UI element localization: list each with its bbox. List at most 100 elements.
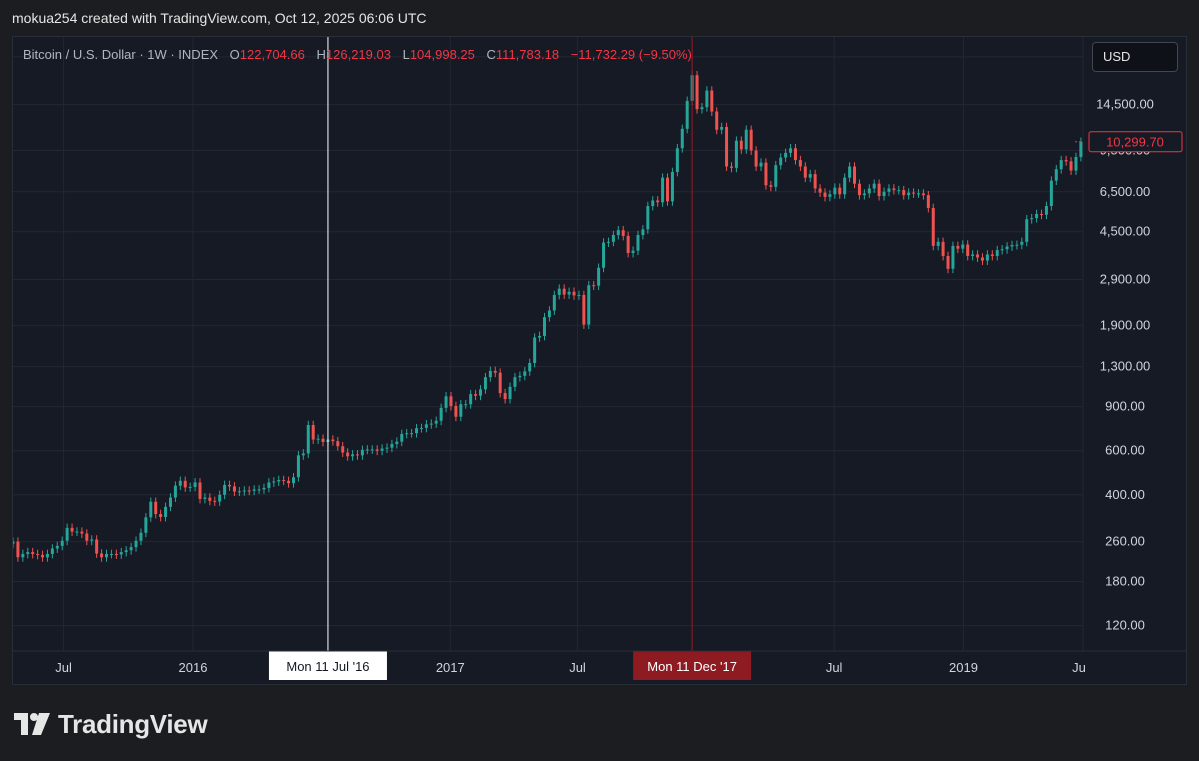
candle-body bbox=[267, 482, 271, 488]
legend-close-value: 111,783.18 bbox=[495, 47, 560, 62]
candle-body bbox=[1054, 169, 1058, 181]
candle-body bbox=[685, 100, 689, 129]
legend-high-value: 126,219.03 bbox=[325, 47, 391, 62]
candle-body bbox=[164, 506, 168, 517]
x-tick-label: 2017 bbox=[436, 660, 465, 675]
candle-body bbox=[183, 480, 187, 488]
candle-body bbox=[454, 406, 458, 417]
tradingview-logo-text: TradingView bbox=[58, 708, 208, 739]
candle-body bbox=[459, 404, 463, 417]
y-tick-label: 600.00 bbox=[1105, 443, 1145, 458]
candle-body bbox=[488, 370, 492, 378]
candle-body bbox=[774, 165, 778, 187]
candle-body bbox=[793, 148, 797, 161]
candle-body bbox=[611, 235, 615, 242]
candle-body bbox=[744, 129, 748, 150]
candle-body bbox=[395, 441, 399, 445]
currency-button[interactable]: USD bbox=[1092, 42, 1178, 72]
candle-body bbox=[695, 75, 699, 110]
candle-body bbox=[60, 540, 64, 546]
candle-body bbox=[720, 126, 724, 130]
candle-body bbox=[415, 428, 419, 434]
candle-body bbox=[483, 377, 487, 390]
candle-body bbox=[247, 490, 251, 492]
candle-body bbox=[941, 241, 945, 256]
candle-body bbox=[577, 294, 581, 296]
candle-body bbox=[351, 454, 355, 457]
candle-body bbox=[813, 174, 817, 189]
candle-body bbox=[70, 527, 74, 532]
candle-body bbox=[1049, 180, 1053, 207]
candle-body bbox=[592, 285, 596, 287]
candle-body bbox=[877, 183, 881, 197]
candle-body bbox=[139, 532, 143, 541]
candle-body bbox=[725, 126, 729, 167]
candle-body bbox=[1035, 213, 1039, 219]
candle-body bbox=[449, 396, 453, 407]
x-tick-label: 2019 bbox=[949, 660, 978, 675]
candle-body bbox=[173, 485, 177, 498]
candle-body bbox=[242, 490, 246, 492]
candle-body bbox=[144, 517, 148, 533]
candle-body bbox=[567, 291, 571, 295]
candle-body bbox=[498, 372, 502, 394]
candle-body bbox=[474, 394, 478, 396]
candle-body bbox=[749, 129, 753, 151]
candle-body bbox=[469, 394, 473, 405]
legend-open-value: 122,704.66 bbox=[239, 47, 305, 62]
chart-legend: Bitcoin / U.S. Dollar · 1W · INDEX O122,… bbox=[23, 47, 692, 62]
chart-panel[interactable]: 120.00 180.00 260.00 400.00 600.00 900.00 1,30… bbox=[12, 36, 1187, 685]
candle-body bbox=[887, 188, 891, 192]
candle-body bbox=[666, 177, 670, 202]
candle-body bbox=[287, 480, 291, 484]
candle-body bbox=[892, 188, 896, 191]
candle-body bbox=[31, 552, 35, 554]
candle-body bbox=[602, 242, 606, 268]
candle-body bbox=[557, 288, 561, 295]
candle-body bbox=[976, 254, 980, 258]
candle-body bbox=[429, 423, 433, 425]
candle-body bbox=[41, 554, 45, 558]
y-tick-label: 4,500.00 bbox=[1100, 224, 1151, 239]
candle-body bbox=[400, 433, 404, 442]
candle-body bbox=[1010, 245, 1014, 247]
price-chart[interactable]: 120.00 180.00 260.00 400.00 600.00 900.00 1,30… bbox=[13, 37, 1187, 685]
top-bar: mokua254 created with TradingView.com, O… bbox=[0, 0, 1199, 36]
candle-body bbox=[370, 449, 374, 451]
candle-body bbox=[931, 207, 935, 246]
y-tick-label: 400.00 bbox=[1105, 487, 1145, 502]
candle-body bbox=[13, 541, 15, 544]
candle-body bbox=[518, 375, 522, 378]
candle-body bbox=[1044, 206, 1048, 215]
x-tick-label: Jul bbox=[55, 660, 72, 675]
candle-body bbox=[1064, 160, 1068, 162]
y-tick-label: 180.00 bbox=[1105, 574, 1145, 589]
candle-body bbox=[296, 455, 300, 478]
candle-body bbox=[621, 230, 625, 236]
candle-body bbox=[966, 244, 970, 256]
candle-body bbox=[55, 545, 59, 549]
candle-body bbox=[237, 491, 241, 493]
tradingview-logo[interactable]: TradingView bbox=[14, 708, 208, 740]
candle-body bbox=[341, 446, 345, 453]
candle-body bbox=[715, 111, 719, 130]
candle-body bbox=[587, 285, 591, 325]
candle-body bbox=[897, 190, 901, 192]
candle-body bbox=[1074, 157, 1078, 171]
y-tick-label: 260.00 bbox=[1105, 534, 1145, 549]
last-price-label: 10,299.70 bbox=[1106, 135, 1164, 150]
candle-body bbox=[277, 480, 281, 482]
candle-body bbox=[670, 171, 674, 202]
candle-body bbox=[16, 541, 20, 558]
candle-body bbox=[375, 449, 379, 451]
attribution-text: mokua254 created with TradingView.com, O… bbox=[12, 10, 427, 26]
candle-body bbox=[114, 553, 118, 555]
legend-low-value: 104,998.25 bbox=[409, 47, 475, 62]
candle-body bbox=[252, 489, 256, 491]
legend-high-label: H bbox=[316, 47, 326, 62]
candle-body bbox=[159, 514, 163, 517]
candle-body bbox=[439, 407, 443, 421]
candle-body bbox=[21, 553, 25, 558]
candle-body bbox=[818, 188, 822, 193]
candle-body bbox=[833, 187, 837, 195]
